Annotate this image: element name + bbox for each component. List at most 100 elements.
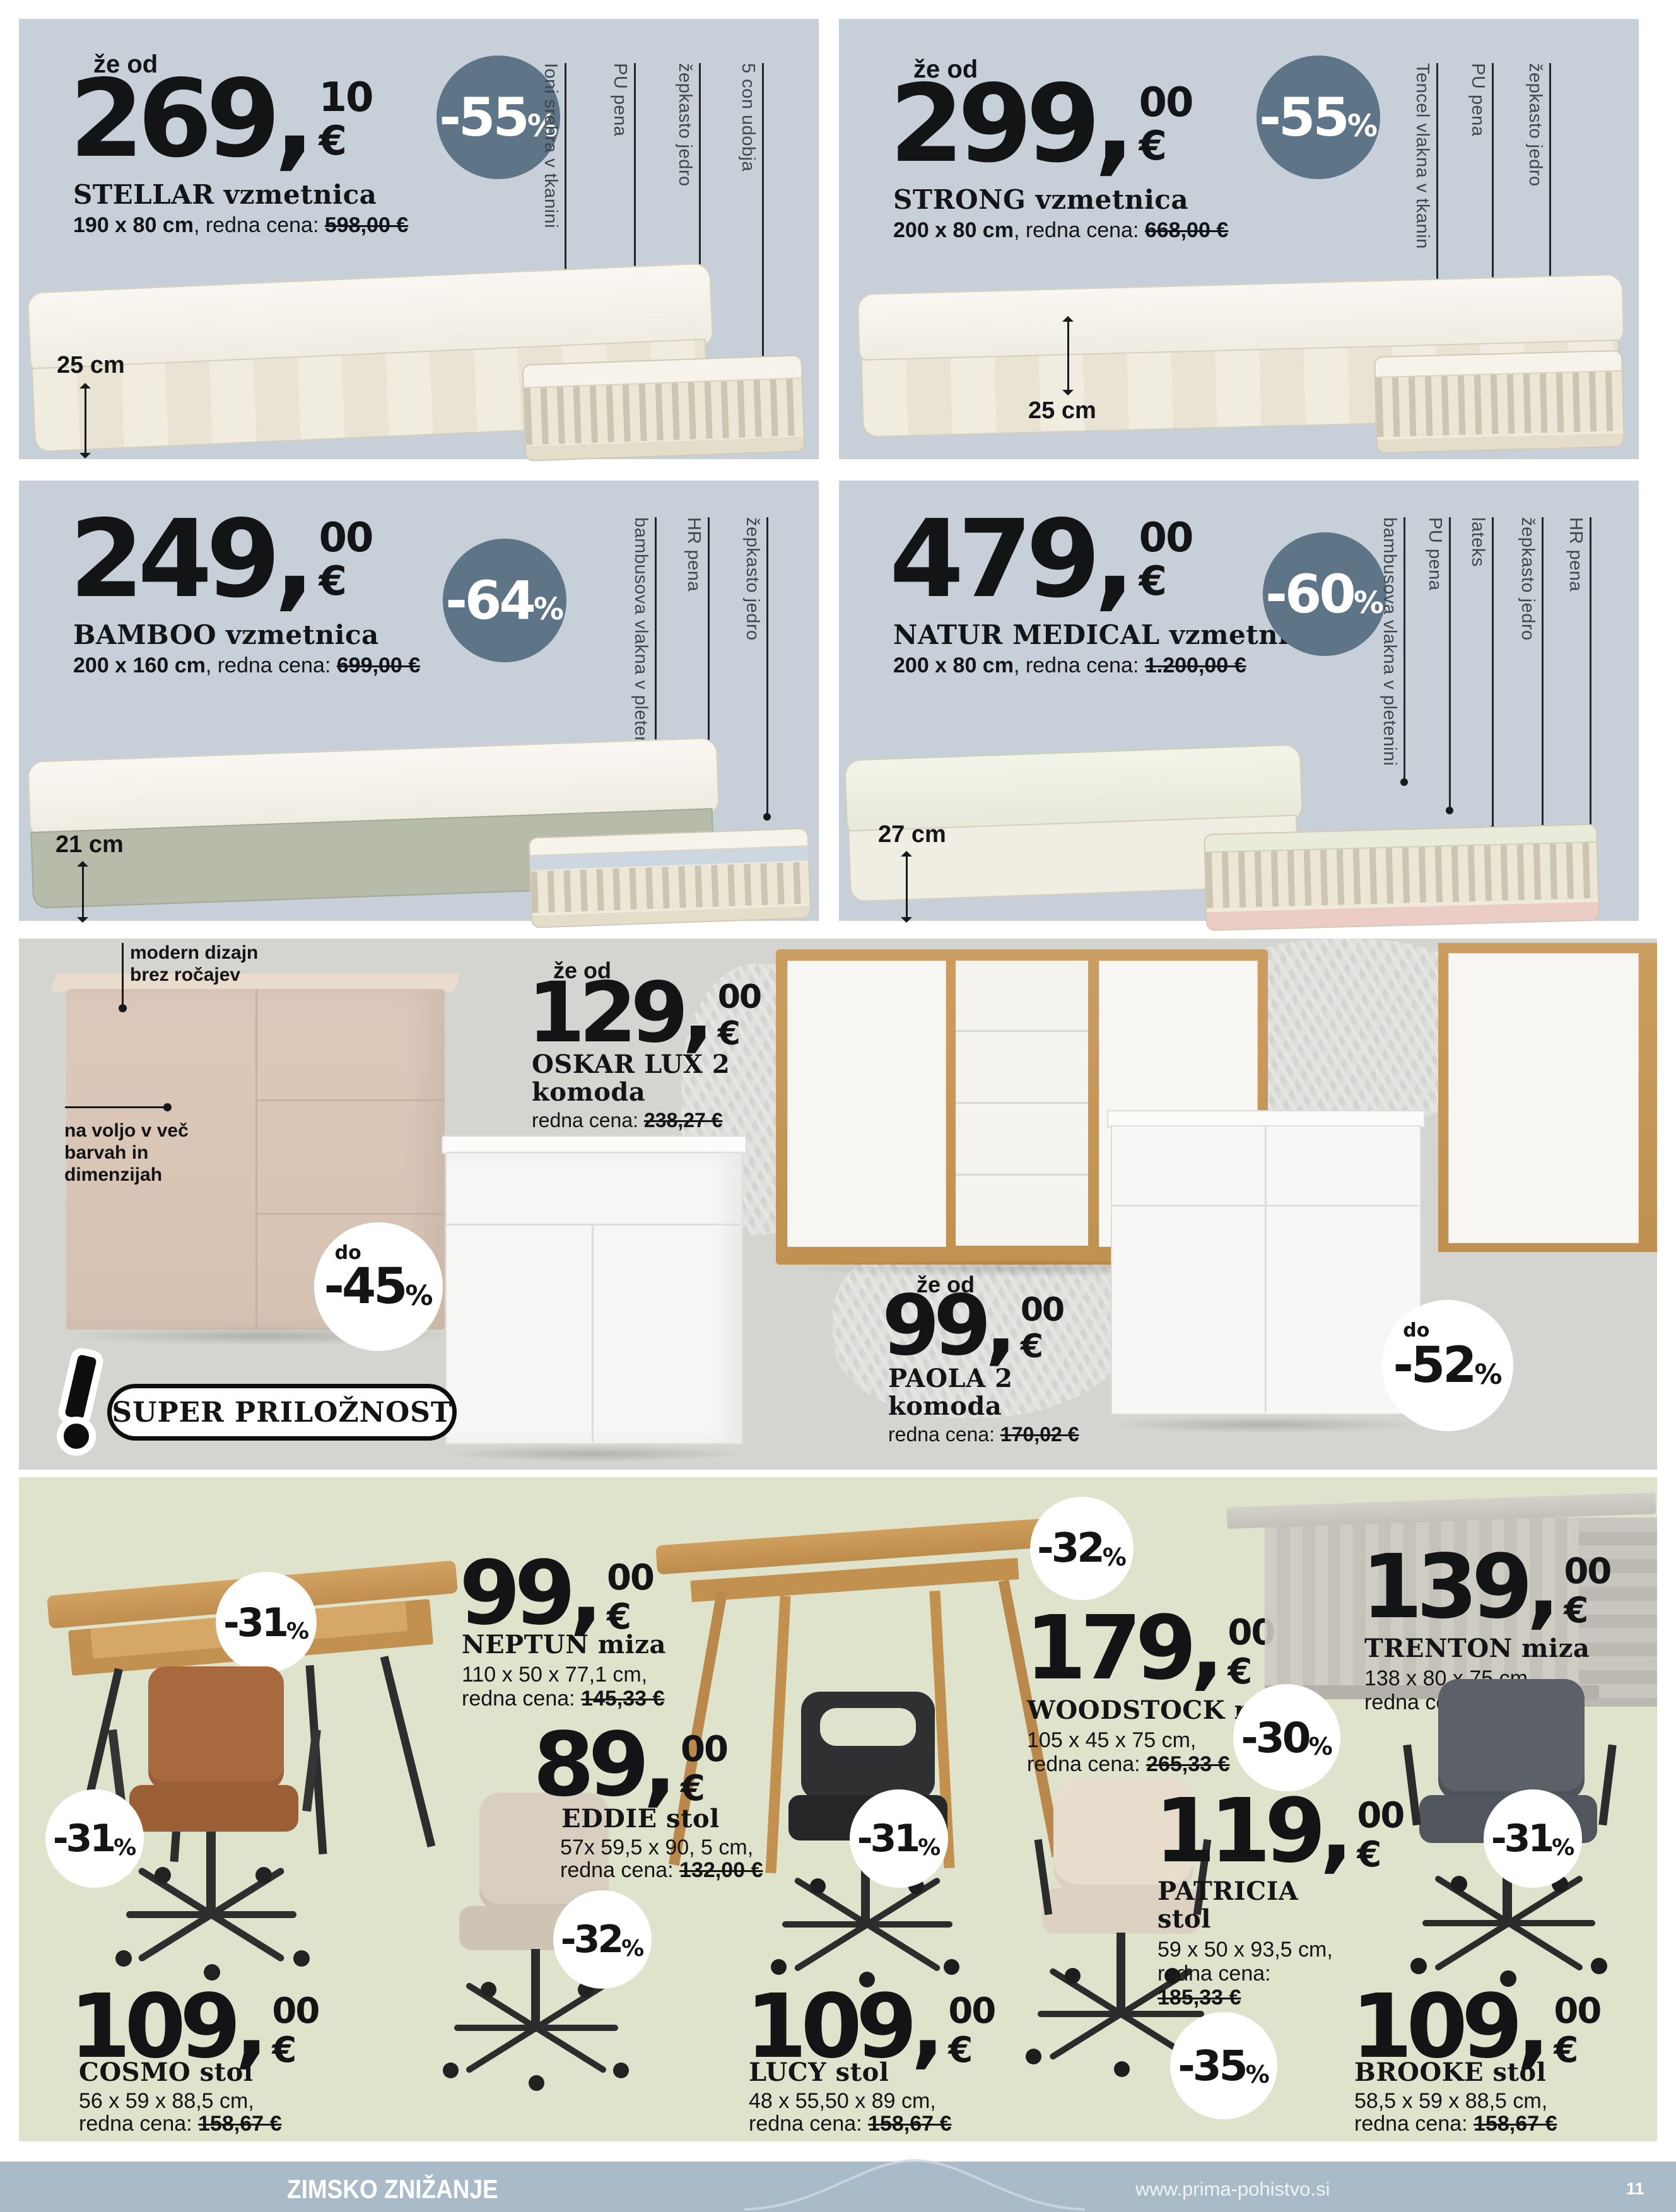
feature-callout: žepkasto jedro <box>1525 63 1554 395</box>
footer: ZIMSKO ZNIŽANJE www.prima-pohistvo.si 11 <box>0 2158 1676 2212</box>
product-dims: 110 x 50 x 77,1 cm, <box>462 1663 648 1687</box>
paola-white-komoda-image <box>1107 1110 1429 1433</box>
product-spec: redna cena: 170,02 € <box>888 1423 1079 1446</box>
discount-badge-brooke: -31% <box>1484 1789 1582 1888</box>
product-name: STRONG vzmetnica <box>893 184 1189 215</box>
product-dims: 58,5 x 59 x 88,5 cm, <box>1354 2089 1548 2113</box>
price-strong: 299, 00 € <box>889 62 1194 187</box>
strong-mattress-image <box>839 271 1639 459</box>
feature-callout: bambusova vlakna v pletenini <box>630 517 659 786</box>
height-label: 21 cm <box>56 831 124 858</box>
product-regular-price: redna cena: 265,33 € <box>1027 1752 1230 1776</box>
feature-callout: žepkasto jedro <box>742 517 771 821</box>
page-number: 11 <box>1626 2179 1644 2198</box>
product-spec: 190 x 80 cm, redna cena: 598,00 € <box>73 213 409 237</box>
stellar-mattress-image <box>19 259 819 462</box>
white-komoda-image <box>442 1135 751 1462</box>
discount-badge: -64% <box>443 539 566 662</box>
discount-badge-trenton: -30% <box>1233 1684 1340 1791</box>
from-label: že od <box>93 50 158 78</box>
price-paola: 99, 00 € <box>882 1277 1065 1374</box>
feature-callout: HR pena <box>1565 517 1594 862</box>
lucy-chair-image <box>725 1692 1003 2057</box>
colors-note: na voljo v več barvah in dimenzijah <box>64 1120 189 1185</box>
product-regular-price: redna cena: 158,67 € <box>1354 2112 1557 2136</box>
price-trenton: 139, 00 € <box>1361 1536 1612 1639</box>
discount-badge-eddie: -32% <box>553 1890 652 1989</box>
product-name: TRENTON miza <box>1364 1634 1590 1663</box>
discount-badge-oskar: do -45% <box>314 1222 443 1351</box>
product-name: OSKAR LUX 2 komoda <box>532 1050 730 1107</box>
product-regular-price: redna cena: 145,33 € <box>462 1687 665 1711</box>
height-arrow <box>901 851 912 923</box>
product-spec: 200 x 80 cm, redna cena: 668,00 € <box>893 218 1229 242</box>
height-arrow <box>77 861 88 923</box>
height-arrow <box>79 383 91 459</box>
product-spec: redna cena: 238,27 € <box>532 1109 723 1132</box>
height-label: 27 cm <box>878 821 946 848</box>
product-dims: 48 x 55,50 x 89 cm, <box>749 2089 936 2113</box>
dressers-section: že od 129, 00 € OSKAR LUX 2 komoda redna c… <box>19 939 1657 1470</box>
discount-badge-lucy: -31% <box>850 1789 948 1888</box>
product-panel-natur-medical: 479, 00 € NATUR MEDICAL vzmetnica 200 x 8… <box>839 481 1639 932</box>
discount-badge-neptun: -31% <box>216 1572 317 1673</box>
product-panel-strong: že od 299, 00 € STRONG vzmetnica 200 x 80… <box>839 19 1639 459</box>
website-url: www.prima-pohistvo.si <box>1135 2178 1330 2200</box>
callout-line <box>65 1103 172 1111</box>
price-oskar: 129, 00 € <box>527 964 762 1062</box>
price-brooke: 109, 00 € <box>1351 1975 1602 2078</box>
from-label: že od <box>553 957 612 983</box>
exclamation-icon <box>56 1345 106 1429</box>
euro-sign: € <box>319 117 347 165</box>
product-name: PAOLA 2 komoda <box>888 1364 1013 1421</box>
price-natur: 479, 00 € <box>889 497 1194 622</box>
product-name: STELLAR vzmetnica <box>73 179 377 210</box>
height-label: 25 cm <box>57 352 125 378</box>
price-neptun: 99, 00 € <box>459 1542 655 1645</box>
natur-mattress-image <box>839 733 1639 932</box>
super-badge: SUPER PRILOŽNOST <box>56 1345 457 1456</box>
wave-decoration <box>744 2158 1085 2211</box>
feature-callout: bambusova vlakna v pletenini <box>1379 517 1408 786</box>
price-patricia: 119, 00 € <box>1154 1780 1405 1883</box>
feature-callout: Ioni srebra v tkanini <box>540 63 569 354</box>
product-dims: 59 x 50 x 93,5 cm, <box>1157 1938 1333 1962</box>
product-panel-bamboo: 249, 00 € BAMBOO vzmetnica 200 x 160 cm, … <box>19 481 819 928</box>
product-name: COSMO stol <box>79 2057 254 2087</box>
height-label: 25 cm <box>1028 397 1096 424</box>
product-name: EDDIE stol <box>561 1804 720 1834</box>
discount-badge: -55% <box>1257 56 1380 179</box>
product-regular-label: redna cena: <box>1157 1962 1271 1986</box>
discount-badge-cosmo: -31% <box>45 1789 144 1888</box>
price-stellar: 269, 10 € <box>69 57 374 182</box>
product-regular-price: redna cena: 158,67 € <box>749 2112 952 2136</box>
price-woodstock: 179, 00 € <box>1025 1597 1275 1700</box>
product-dims: 56 x 59 x 88,5 cm, <box>79 2089 254 2113</box>
discount-badge-patricia: -35% <box>1170 2012 1277 2119</box>
bamboo-mattress-image <box>19 733 819 928</box>
price-cosmo: 109, 00 € <box>69 1975 320 2078</box>
product-regular-price: redna cena: 158,67 € <box>79 2112 282 2136</box>
product-dims: 57x 59,5 x 90, 5 cm, <box>560 1835 754 1859</box>
price-main: 269, <box>69 57 315 182</box>
product-dims: 105 x 45 x 75 cm, <box>1027 1728 1197 1752</box>
feature-callout: PU pena <box>1424 517 1453 814</box>
product-name: BROOKE stol <box>1354 2057 1547 2087</box>
product-name: NATUR MEDICAL vzmetnica <box>893 619 1323 650</box>
product-spec: 200 x 80 cm, redna cena: 1.200,00 € <box>893 653 1246 677</box>
feature-callout: lateks <box>1467 517 1496 833</box>
product-name: BAMBOO vzmetnica <box>73 619 379 650</box>
furniture-section: -31% 99, 00 € NEPTUN miza 110 x 50 x 77,1… <box>19 1477 1657 2141</box>
product-name: NEPTUN miza <box>462 1630 666 1659</box>
price-bamboo: 249, 00 € <box>69 497 374 622</box>
price-lucy: 109, 00 € <box>746 1975 996 2078</box>
product-name: LUCY stol <box>749 2057 889 2087</box>
discount-badge-woodstock: -32% <box>1030 1497 1134 1600</box>
discount-badge: -60% <box>1263 532 1386 656</box>
from-label: že od <box>913 56 978 83</box>
from-label: že od <box>917 1272 975 1297</box>
height-arrow <box>1062 316 1074 395</box>
product-name: PATRICIA stol <box>1157 1876 1299 1934</box>
price-cents: 10 <box>319 74 373 121</box>
